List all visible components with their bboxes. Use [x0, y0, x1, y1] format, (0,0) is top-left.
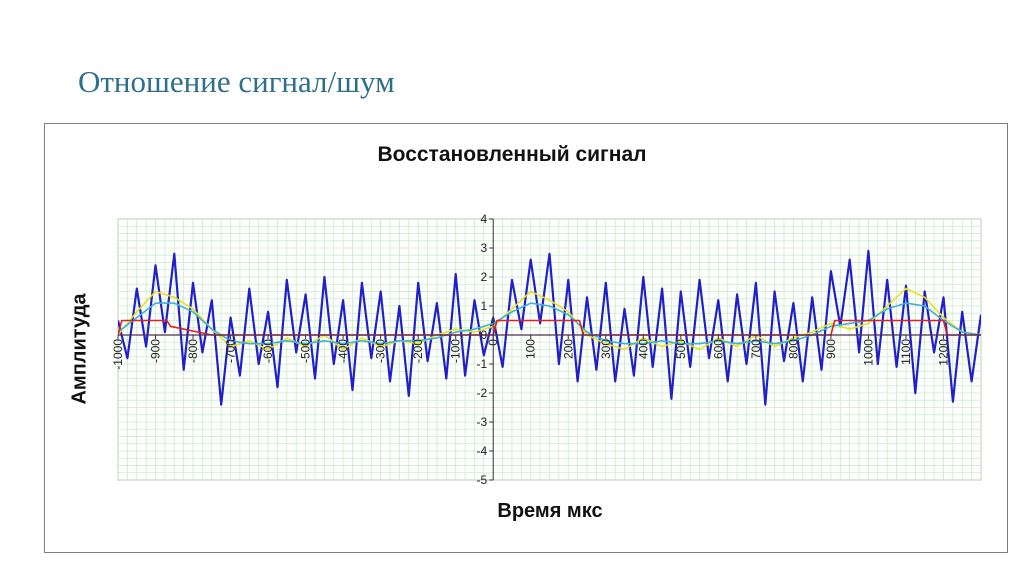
x-tick-label: 500	[674, 339, 688, 359]
x-tick-label: 1100	[899, 339, 913, 365]
x-tick-label: -800	[186, 339, 200, 363]
x-tick-label: 700	[749, 339, 763, 359]
x-tick-label: 200	[561, 339, 575, 359]
x-tick-label: -900	[149, 339, 163, 363]
x-tick-label: 100	[524, 339, 538, 359]
series-line-3	[118, 302, 981, 345]
y-tick-label: -5	[477, 473, 488, 487]
y-tick-label: -1	[477, 357, 488, 371]
y-axis-label: Амплитуда	[68, 293, 91, 405]
slide-title: Отношение сигнал/шум	[78, 64, 395, 99]
x-tick-label: -1000	[111, 339, 125, 370]
x-tick-label: -100	[449, 339, 463, 363]
x-tick-label: -400	[336, 339, 350, 363]
y-tick-label: 3	[481, 241, 488, 255]
series-line-4	[118, 319, 981, 336]
chart-title: Восстановленный сигнал	[377, 143, 647, 166]
y-tick-label: 2	[481, 270, 488, 284]
x-tick-label: 600	[711, 339, 725, 359]
x-tick-label: -700	[224, 339, 238, 363]
x-tick-label: -600	[261, 339, 275, 363]
y-tick-label: -4	[477, 444, 488, 458]
y-ticks: -5 -4 -3 -2 -1 0 1 2 3 4	[477, 212, 494, 487]
x-tick-label: 900	[824, 339, 838, 359]
y-tick-label: -3	[477, 415, 488, 429]
x-axis-label: Время мкс	[497, 500, 603, 522]
x-tick-label: 1000	[861, 339, 875, 366]
x-tick-label: 300	[599, 339, 613, 359]
x-tick-label: 1200	[936, 339, 950, 366]
x-tick-label: -500	[299, 339, 313, 363]
x-ticks: -1000 -900 -800 -700 -600 -500 -400 -300 -200 -10…	[111, 335, 950, 370]
x-tick-label: -300	[374, 339, 388, 363]
y-tick-label: 0	[481, 328, 488, 342]
y-tick-label: -2	[477, 386, 488, 400]
x-tick-label: -200	[411, 339, 425, 363]
y-tick-label: 1	[481, 299, 488, 313]
x-tick-label: 0	[486, 339, 500, 346]
x-tick-label: 400	[636, 339, 650, 359]
y-tick-label: 4	[481, 212, 488, 226]
x-tick-label: 800	[786, 339, 800, 359]
